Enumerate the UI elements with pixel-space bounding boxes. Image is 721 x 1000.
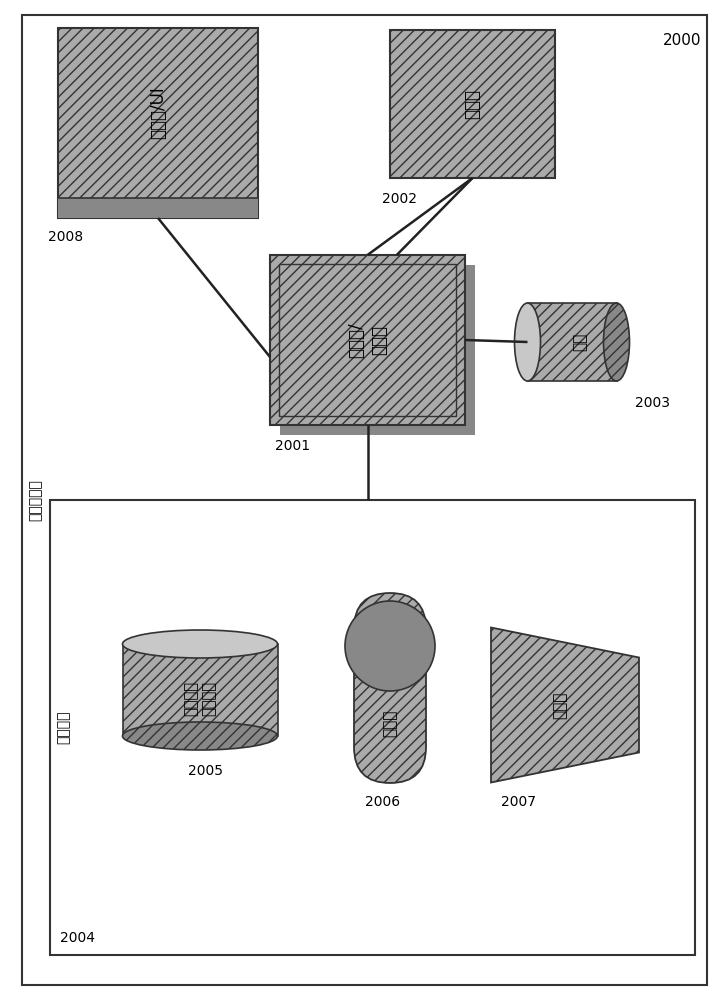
Text: 2001: 2001 — [275, 439, 310, 453]
Text: 存储器: 存储器 — [464, 89, 482, 119]
Text: 针对植入
物的电源: 针对植入 物的电源 — [183, 680, 217, 716]
Text: 外部遥控器: 外部遥控器 — [28, 479, 42, 521]
FancyBboxPatch shape — [354, 593, 426, 783]
Bar — [390, 30, 555, 178]
Text: 电源: 电源 — [572, 333, 588, 351]
Text: 2003: 2003 — [634, 396, 670, 410]
Bar — [528, 303, 616, 381]
Ellipse shape — [123, 630, 278, 658]
Text: 2004: 2004 — [60, 931, 95, 945]
Text: 2005: 2005 — [188, 764, 223, 778]
Ellipse shape — [123, 722, 278, 750]
Text: 处理器/
控制器: 处理器/ 控制器 — [347, 322, 389, 358]
Bar — [50, 500, 695, 955]
Bar — [58, 28, 258, 218]
Ellipse shape — [345, 601, 435, 691]
Bar — [280, 265, 475, 435]
Text: 2000: 2000 — [663, 33, 701, 48]
Bar — [270, 255, 465, 425]
Bar — [58, 198, 258, 218]
Text: 收发器: 收发器 — [552, 691, 567, 719]
Ellipse shape — [603, 303, 629, 381]
Text: 2006: 2006 — [365, 795, 400, 809]
Text: 移动器: 移动器 — [383, 709, 397, 737]
Bar — [123, 644, 278, 736]
Text: 2008: 2008 — [48, 230, 83, 244]
Text: 2002: 2002 — [382, 192, 417, 206]
Text: 2007: 2007 — [501, 794, 536, 808]
Polygon shape — [491, 628, 639, 782]
Ellipse shape — [515, 303, 541, 381]
Bar — [279, 264, 456, 416]
Text: 操作模块: 操作模块 — [56, 711, 70, 744]
Text: 显示器/UI: 显示器/UI — [149, 87, 167, 139]
